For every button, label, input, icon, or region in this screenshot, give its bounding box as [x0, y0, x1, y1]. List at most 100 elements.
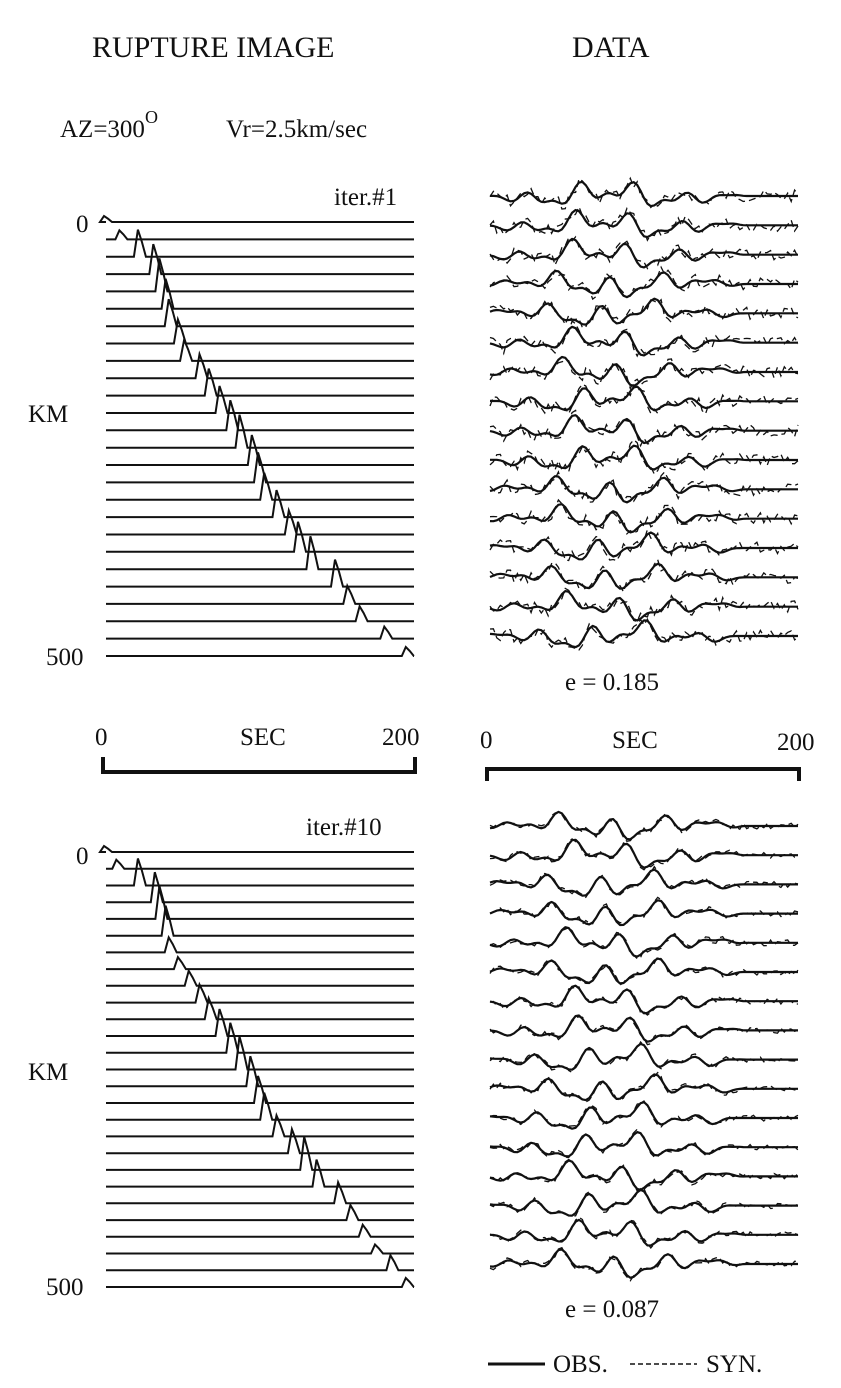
- syn-trace: [489, 470, 799, 503]
- rupture-trace: [106, 452, 414, 484]
- right-axis-start: 0: [480, 727, 493, 754]
- syn-trace: [489, 865, 799, 899]
- obs-trace: [489, 838, 798, 869]
- left-axis-start: 0: [95, 724, 108, 751]
- rupture-trace: [106, 472, 414, 501]
- rupture-trace: [106, 350, 414, 380]
- syn-trace: [489, 498, 799, 536]
- syn-trace: [489, 319, 799, 358]
- legend-syn-label: SYN.: [706, 1351, 762, 1378]
- syn-trace: [489, 986, 799, 1016]
- rupture-trace: [106, 258, 414, 293]
- syn-trace: [489, 838, 799, 871]
- obs-trace: [489, 1248, 798, 1279]
- syn-trace: [489, 1016, 799, 1046]
- obs-trace: [489, 385, 798, 412]
- syn-trace: [489, 383, 799, 415]
- syn-trace: [489, 587, 799, 623]
- rupture-trace: [106, 1008, 414, 1037]
- rupture-trace: [106, 489, 414, 519]
- syn-trace: [489, 265, 799, 301]
- left-title: RUPTURE IMAGE: [92, 31, 335, 64]
- rupture-trace: [106, 1055, 414, 1088]
- km-label-1: KM: [28, 401, 68, 428]
- rupture-trace: [106, 243, 414, 276]
- obs-trace: [489, 1159, 798, 1191]
- obs-trace: [490, 180, 798, 208]
- syn-trace: [489, 527, 799, 562]
- left-axis-end: 200: [382, 724, 420, 751]
- syn-trace: [489, 1100, 799, 1128]
- obs-trace: [489, 208, 798, 239]
- rupture-trace: [106, 278, 414, 310]
- rupture-trace: [106, 336, 414, 362]
- rupture-trace: [106, 434, 414, 466]
- syn-trace: [489, 1187, 799, 1217]
- rupture-trace: [106, 1202, 414, 1222]
- rupture-trace: [106, 1252, 414, 1272]
- vr-label: Vr=2.5km/sec: [226, 116, 367, 143]
- legend: OBS. SYN.: [488, 1351, 762, 1378]
- syn-trace: [489, 811, 799, 843]
- syn-trace: [489, 298, 799, 329]
- obs-trace: [489, 1101, 798, 1130]
- obs-trace: [489, 475, 798, 504]
- y-bottom-label-2: 500: [46, 1274, 84, 1301]
- obs-trace: [489, 619, 798, 649]
- rupture-trace: [106, 1276, 415, 1288]
- rupture-trace: [106, 934, 414, 954]
- obs-trace: [489, 269, 798, 299]
- az-degree: O: [145, 107, 158, 127]
- rupture-trace: [106, 1125, 414, 1155]
- rupture-traces-2: [98, 844, 415, 1288]
- rupture-trace: [106, 968, 414, 987]
- rupture-trace: [106, 624, 414, 640]
- rupture-trace: [106, 1075, 414, 1104]
- obs-trace: [489, 237, 798, 269]
- rupture-trace: [106, 858, 414, 887]
- rupture-trace: [106, 994, 414, 1021]
- legend-obs-label: OBS.: [553, 1351, 608, 1378]
- rupture-trace: [98, 844, 414, 853]
- syn-trace: [489, 439, 799, 476]
- rupture-trace: [106, 645, 415, 657]
- obs-trace: [489, 868, 798, 897]
- rupture-trace: [106, 1159, 414, 1188]
- syn-trace: [489, 926, 799, 960]
- syn-trace: [489, 1040, 799, 1074]
- obs-trace: [489, 1188, 798, 1217]
- az-value: AZ=300: [60, 116, 145, 143]
- left-time-axis: [101, 757, 417, 774]
- rupture-trace: [106, 298, 414, 328]
- syn-trace: [489, 235, 799, 270]
- rupture-trace: [106, 981, 414, 1004]
- rupture-trace: [106, 857, 414, 870]
- obs-trace: [489, 562, 798, 590]
- obs-trace: [489, 590, 798, 622]
- left-axis-label: SEC: [240, 724, 286, 751]
- rupture-trace: [106, 368, 414, 397]
- rupture-trace: [106, 871, 414, 904]
- y-top-label-1: 0: [76, 211, 89, 238]
- rupture-trace: [106, 559, 414, 588]
- rupture-trace: [106, 954, 414, 971]
- rupture-trace: [106, 905, 414, 937]
- syn-trace: [489, 617, 799, 651]
- rupture-trace: [106, 521, 414, 553]
- error-label-1: e = 0.185: [565, 669, 659, 696]
- rupture-trace: [106, 229, 414, 258]
- rupture-trace: [106, 414, 414, 449]
- rupture-trace: [106, 1136, 414, 1171]
- y-top-label-2: 0: [76, 843, 89, 870]
- rupture-trace: [106, 400, 414, 432]
- iteration-label-1: iter.#1: [334, 184, 397, 211]
- rupture-trace: [106, 603, 414, 623]
- rupture-traces-1: [98, 214, 415, 657]
- right-title: DATA: [572, 31, 650, 64]
- obs-trace: [489, 984, 798, 1015]
- syn-trace: [489, 1158, 799, 1192]
- rupture-trace: [106, 1036, 414, 1071]
- rupture-trace: [106, 1092, 414, 1121]
- rupture-trace: [106, 315, 414, 345]
